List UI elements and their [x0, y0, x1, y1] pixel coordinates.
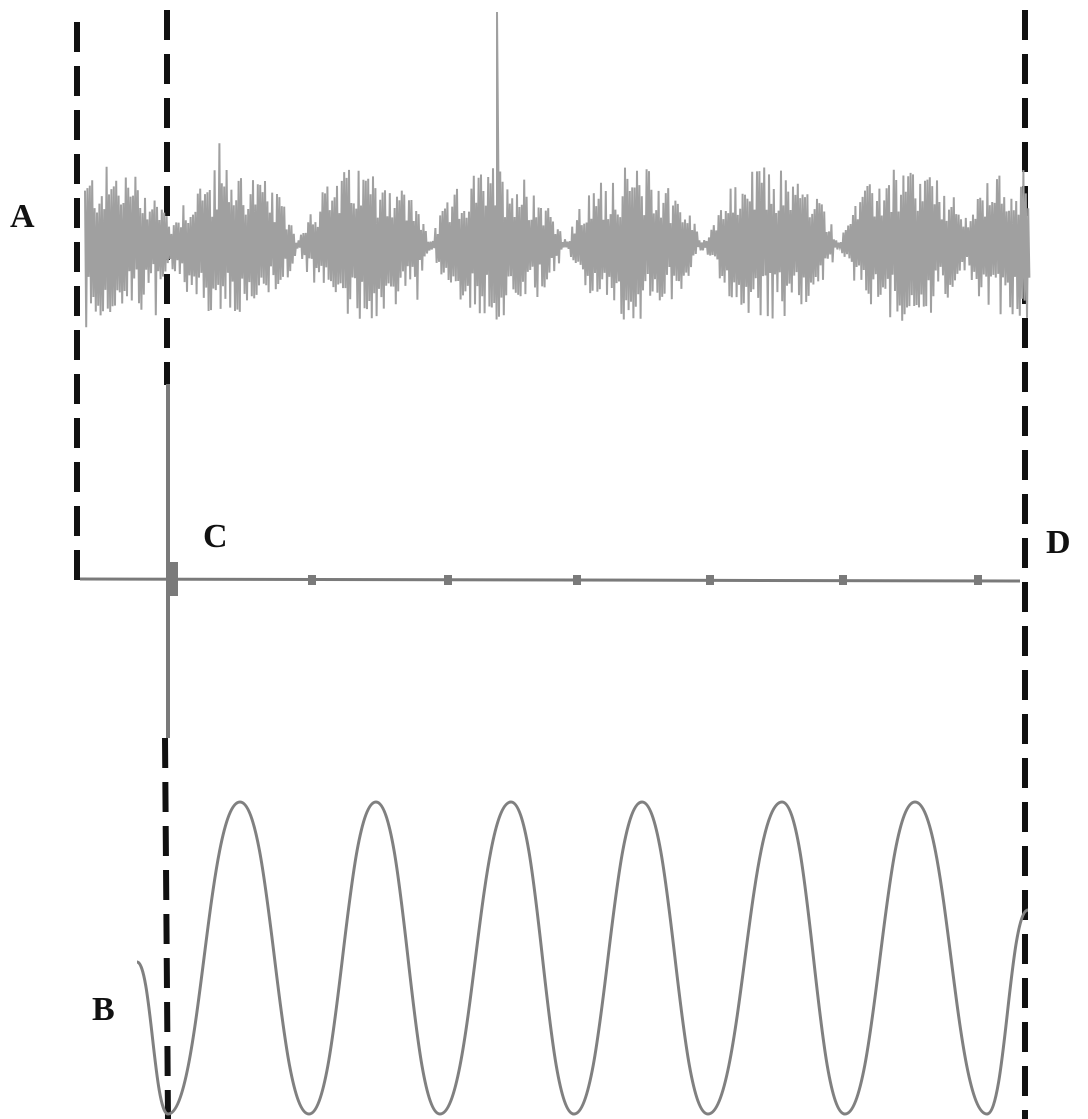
label-d: D — [1046, 524, 1071, 561]
trace-b — [135, 800, 1029, 1116]
trace-c-tick — [974, 575, 982, 585]
label-b: B — [92, 991, 115, 1028]
label-c: C — [203, 518, 228, 555]
trace-c-ticks — [308, 575, 982, 585]
trace-c-tick — [444, 575, 452, 585]
reference-line-start-lower — [162, 737, 171, 1119]
trace-c-tick — [573, 575, 581, 585]
trace-c-tick — [308, 575, 316, 585]
trace-a — [84, 11, 1031, 328]
label-a: A — [10, 198, 35, 235]
trace-c-baseline — [79, 577, 1021, 583]
trace-c-spike-blob — [170, 562, 178, 596]
trace-c-tick — [706, 575, 714, 585]
trace-c — [79, 384, 1021, 738]
trace-c-tick — [839, 575, 847, 585]
